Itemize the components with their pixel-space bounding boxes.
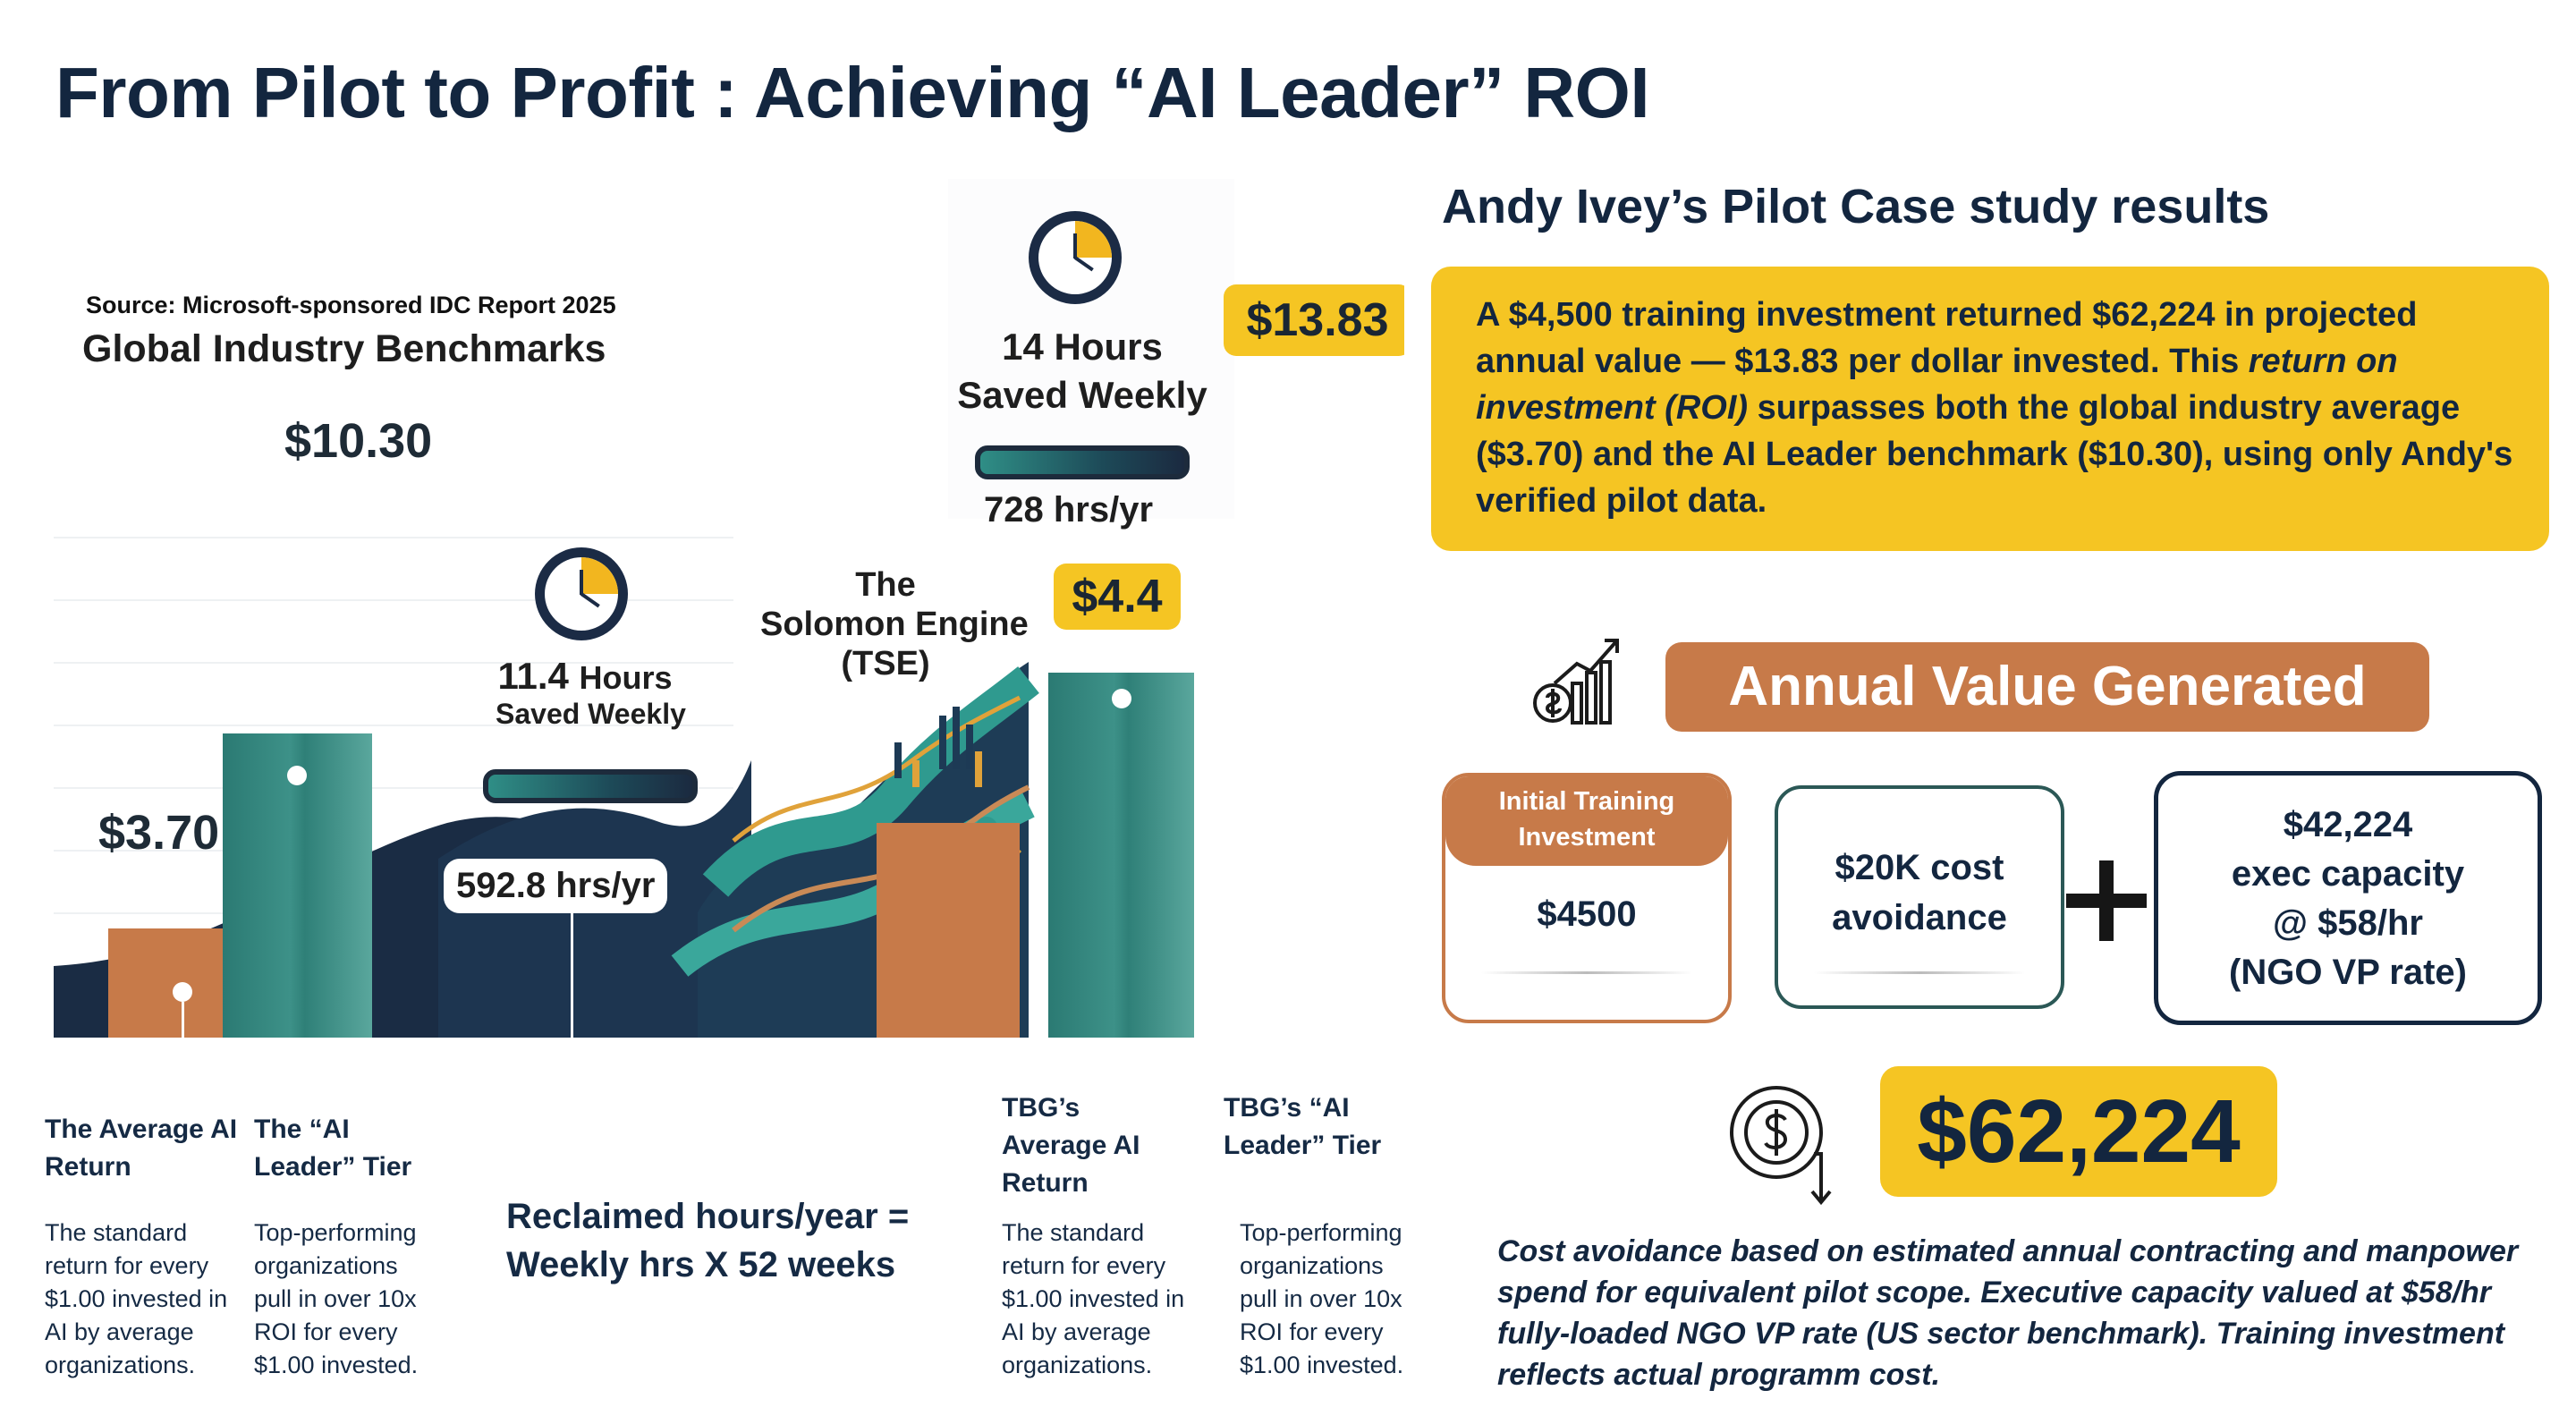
formula-line-2: Weekly hrs X 52 weeks [506,1245,896,1284]
right-hours-progress [975,445,1190,479]
bar-marker-line [181,1002,184,1038]
benchmark-chart: Source: Microsoft-sponsored IDC Report 2… [54,179,1404,1038]
bar-tbg-ai-leader-tier [1048,673,1195,1038]
initial-training-value: $4500 [1537,894,1637,934]
case-study-title: Andy Ivey’s Pilot Case study results [1442,180,2270,233]
avg-value-label: $3.70 [98,806,220,860]
right-hours-text: 14 Hours [1002,326,1163,368]
initial-training-heading: Initial Training Investment [1445,776,1728,866]
col-body-tbg-average: The standard return for every $1.00 inve… [1002,1219,1185,1378]
col-heading-average: The Average AI Return [45,1115,238,1182]
chart-heading: Global Industry Benchmarks [82,327,606,370]
case-summary-box: A $4,500 training investment returned $6… [1431,267,2549,551]
chart-source: Source: Microsoft-sponsored IDC Report 2… [86,292,616,318]
total-value: $62,224 [1880,1066,2277,1197]
dollar-coin-icon [1730,1086,1832,1206]
bar-marker [1111,689,1131,708]
right-hours-sub: Saved Weekly [957,374,1208,416]
col-body-average: The standard return for every $1.00 inve… [45,1219,228,1378]
engine-label: The Solomon Engine (TSE) [760,566,1029,682]
annual-value-title: Annual Value Generated [1665,642,2429,732]
col-heading-tbg-average: TBG’s Average AI Return [1002,1093,1140,1198]
cost-avoidance-text: $20K cost avoidance [1832,848,2007,937]
plus-icon [2066,860,2147,941]
col-body-leader: Top-performing organizations pull in ove… [254,1219,419,1378]
exec-capacity-box: $42,224 exec capacity @ $58/hr (NGO VP r… [2154,771,2542,1025]
clock-icon [535,547,628,640]
col-heading-tbg-leader: TBG’s “AI Leader” Tier [1224,1093,1382,1160]
left-hours-text: 11.4 Hours [497,655,673,697]
col-heading-leader: The “AI Leader” Tier [254,1115,412,1182]
case-summary-text: A $4,500 training investment returned $6… [1476,296,2513,520]
col-body-tbg-leader: Top-performing organizations pull in ove… [1240,1219,1404,1378]
cost-avoidance-box: $20K cost avoidance [1775,785,2064,1009]
exec-capacity-text: $42,224 exec capacity @ $58/hr (NGO VP r… [2229,805,2467,992]
clock-icon [1029,211,1122,304]
right-hrs-yr: 728 hrs/yr [984,490,1154,530]
formula-line-1: Reclaimed hours/year = [506,1197,910,1236]
left-hours-sub: Saved Weekly [496,698,686,730]
footnote: Cost avoidance based on estimated annual… [1497,1234,2519,1392]
money-growth-icon [1533,639,1619,725]
initial-training-box: Initial Training Investment $4500 [1442,773,1732,1023]
divider [1814,971,2025,974]
page-title: From Pilot to Profit : Achieving “AI Lea… [55,53,1650,132]
bar-marker [173,982,193,1002]
leader-value-label: $10.30 [284,414,433,468]
tbg-avg-value-tag: $4.4 [1054,564,1181,630]
divider [1481,971,1692,974]
bar-tbg-average-ai-return [877,823,1020,1038]
bar-marker [287,766,308,785]
hrs-marker-line [571,912,573,1038]
left-hrs-yr: 592.8 hrs/yr [444,859,668,913]
tbg-leader-value-tag: $13.83 [1224,284,1404,356]
left-hours-progress [483,769,698,803]
